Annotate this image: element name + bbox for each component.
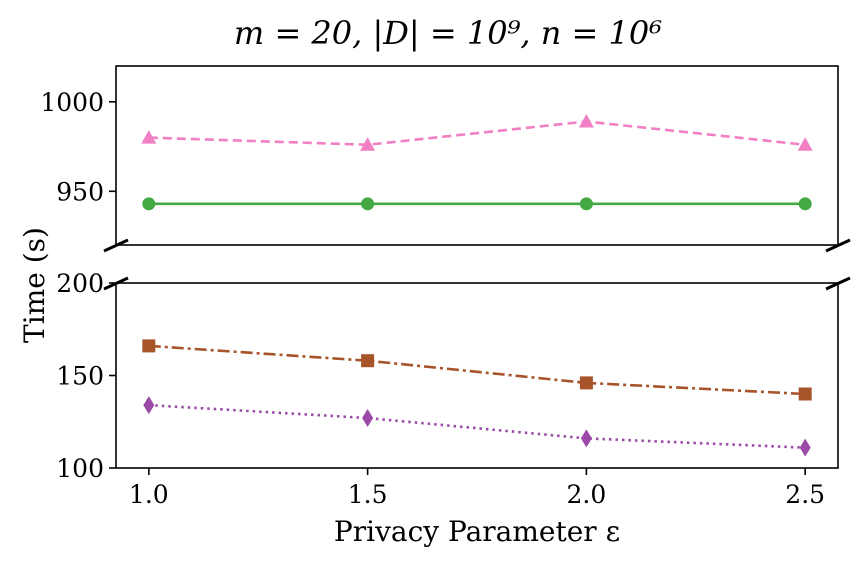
x-tick-label: 1.0 xyxy=(129,480,169,509)
series-pink-triangle-marker xyxy=(578,113,594,128)
break-mark-right-bottom xyxy=(825,276,851,291)
series-green-circle-marker xyxy=(579,197,593,211)
x-tick-label: 2.5 xyxy=(785,480,825,509)
series-brown-square-marker xyxy=(142,339,156,353)
series-brown-square-marker xyxy=(579,376,593,390)
x-tick-label: 2.0 xyxy=(567,480,607,509)
series-purple-diamond-line xyxy=(148,403,806,449)
series-purple-diamond-marker xyxy=(362,409,374,428)
break-mark-left-top xyxy=(103,238,129,253)
lower-y-tick-label: 100 xyxy=(56,454,104,483)
upper-panel: 950 1000 xyxy=(40,65,839,246)
upper-panel-frame xyxy=(115,65,839,246)
x-tick-label: 1.5 xyxy=(348,480,388,509)
series-purple-diamond-marker xyxy=(143,396,155,415)
chart-title: m = 20, |D| = 10⁹, n = 10⁶ xyxy=(234,14,662,52)
lower-panel-frame xyxy=(115,282,839,469)
upper-y-tick-label: 950 xyxy=(56,177,104,206)
break-mark-left-bottom xyxy=(103,276,129,291)
series-brown-square-marker xyxy=(361,354,375,368)
lower-y-tick-label: 150 xyxy=(56,362,104,391)
series-green-circle-marker xyxy=(798,197,812,211)
series-green-circle-marker xyxy=(142,197,156,211)
series-pink-triangle-line xyxy=(148,120,806,147)
break-mark-right-top xyxy=(825,238,851,253)
lower-panel: 100 150 200 xyxy=(56,269,839,483)
series-pink-triangle-marker xyxy=(797,137,813,151)
axis-break-marks xyxy=(103,238,851,291)
series-brown-square-line xyxy=(148,344,806,396)
series-pink-triangle-marker xyxy=(360,137,376,151)
series-green-circle-marker xyxy=(361,197,375,211)
x-axis-label: Privacy Parameter ε xyxy=(334,515,620,548)
y-axis-label: Time (s) xyxy=(18,227,51,343)
series-purple-diamond-marker xyxy=(580,429,592,448)
series-brown-square-marker xyxy=(798,387,812,401)
upper-y-tick-label: 1000 xyxy=(40,88,104,117)
series-pink-triangle-marker xyxy=(141,130,157,144)
series-purple-diamond-marker xyxy=(799,438,811,457)
lower-y-tick-label: 200 xyxy=(56,269,104,298)
